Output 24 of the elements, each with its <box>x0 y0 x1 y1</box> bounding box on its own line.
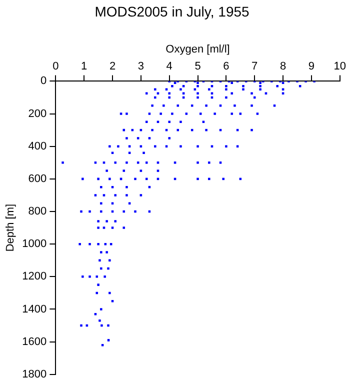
y-axis-title: Depth [m] <box>4 204 17 252</box>
y-tick-label: 400 <box>28 140 47 152</box>
chart-title: MODS2005 in July, 1955 <box>94 3 250 20</box>
x-tick-label: 10 <box>334 60 346 73</box>
y-tick-label: 1600 <box>22 336 47 348</box>
x-tick-label: 0 <box>52 60 59 73</box>
x-axis-title: Oxygen [ml/l] <box>166 43 230 56</box>
y-tick-label: 1800 <box>22 368 47 380</box>
x-tick-label: 1 <box>81 60 88 73</box>
y-tick-label: 0 <box>40 75 47 88</box>
y-tick-label: 600 <box>28 172 47 185</box>
x-tick-label: 9 <box>308 60 315 73</box>
x-tick-label: 2 <box>109 60 116 73</box>
y-tick-label: 1400 <box>22 303 47 316</box>
x-tick-label: 8 <box>280 60 286 73</box>
x-tick-label: 5 <box>194 60 201 73</box>
y-tick-label: 800 <box>28 206 47 218</box>
x-tick-label: 6 <box>223 60 230 73</box>
x-tick-label: 4 <box>166 60 172 73</box>
y-tick-label: 200 <box>28 108 47 120</box>
x-tick-label: 7 <box>252 60 258 73</box>
x-tick-label: 3 <box>138 60 144 73</box>
y-tick-label: 1200 <box>22 270 47 283</box>
y-tick-label: 1000 <box>22 238 47 250</box>
